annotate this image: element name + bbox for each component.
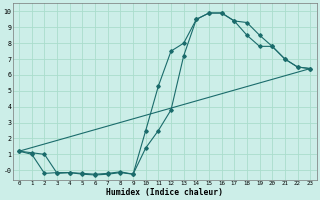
X-axis label: Humidex (Indice chaleur): Humidex (Indice chaleur) <box>106 188 223 197</box>
